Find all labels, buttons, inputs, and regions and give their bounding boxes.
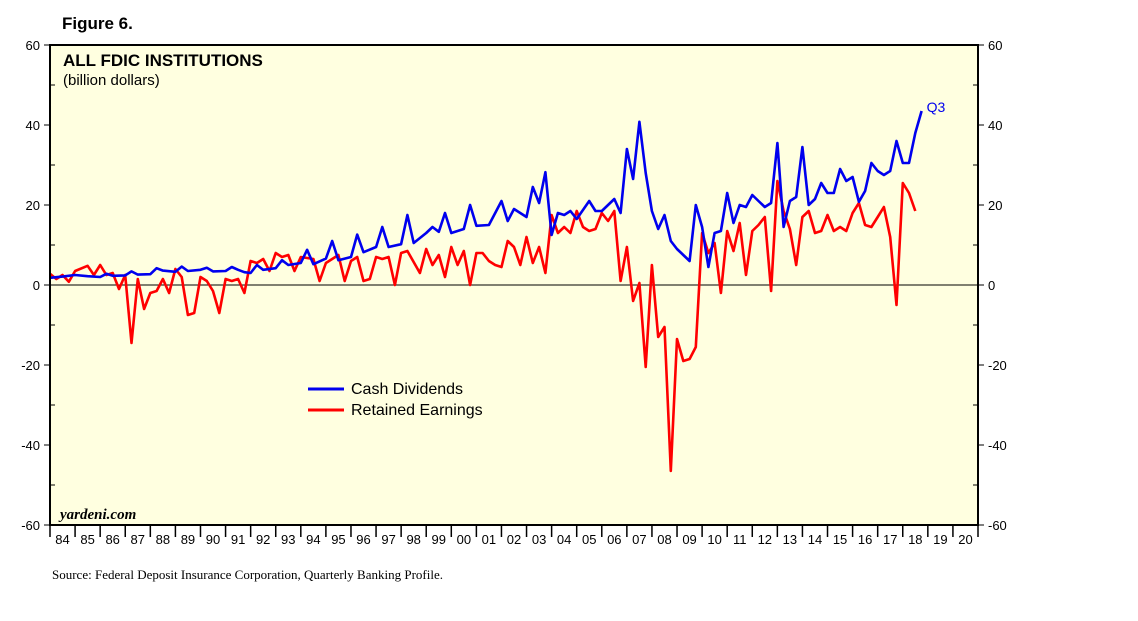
y-tick-label-right: -40 [988, 438, 1007, 453]
x-tick-label: 99 [432, 532, 446, 547]
x-tick-label: 14 [808, 532, 822, 547]
y-tick-label-left: 60 [26, 38, 40, 53]
legend-label-retained-earnings: Retained Earnings [351, 402, 483, 419]
x-tick-label: 18 [908, 532, 922, 547]
y-tick-label-left: 0 [33, 278, 40, 293]
y-tick-label-right: -20 [988, 358, 1007, 373]
y-tick-label-left: 40 [26, 118, 40, 133]
chart-subtitle: (billion dollars) [63, 72, 160, 89]
x-tick-label: 12 [758, 532, 772, 547]
y-tick-label-right: 40 [988, 118, 1002, 133]
x-tick-label: 92 [256, 532, 270, 547]
x-tick-label: 85 [80, 532, 94, 547]
x-tick-label: 97 [381, 532, 395, 547]
series-layer [49, 110, 923, 473]
x-tick-label: 09 [682, 532, 696, 547]
chart-title: ALL FDIC INSTITUTIONS [63, 51, 263, 70]
x-tick-label: 15 [833, 532, 847, 547]
x-tick-label: 87 [131, 532, 145, 547]
y-tick-label-right: 20 [988, 198, 1002, 213]
source-note: Source: Federal Deposit Insurance Corpor… [52, 567, 443, 582]
x-tick-label: 13 [783, 532, 797, 547]
last-point-label: Q3 [927, 99, 946, 115]
x-tick-label: 02 [507, 532, 521, 547]
y-tick-label-right: 0 [988, 278, 995, 293]
y-tick-label-left: 20 [26, 198, 40, 213]
x-tick-label: 03 [532, 532, 546, 547]
watermark: yardeni.com [58, 507, 136, 523]
x-tick-label: 96 [356, 532, 370, 547]
x-tick-label: 91 [231, 532, 245, 547]
x-tick-label: 10 [707, 532, 721, 547]
figure-label: Figure 6. [62, 14, 133, 33]
x-tick-label: 01 [482, 532, 496, 547]
x-tick-label: 04 [557, 532, 571, 547]
x-tick-label: 84 [55, 532, 69, 547]
y-tick-label-right: -60 [988, 518, 1007, 533]
x-tick-label: 94 [306, 532, 320, 547]
y-tick-label-left: -20 [21, 358, 40, 373]
x-tick-label: 88 [156, 532, 170, 547]
y-tick-label-left: -60 [21, 518, 40, 533]
x-tick-label: 17 [883, 532, 897, 547]
series-line-cash-dividends [49, 110, 923, 280]
y-tick-label-right: 60 [988, 38, 1002, 53]
x-tick-label: 07 [632, 532, 646, 547]
x-tick-label: 05 [582, 532, 596, 547]
x-tick-label: 08 [657, 532, 671, 547]
x-tick-label: 90 [206, 532, 220, 547]
x-tick-label: 06 [607, 532, 621, 547]
y-tick-label-left: -40 [21, 438, 40, 453]
x-tick-label: 00 [457, 532, 471, 547]
x-tick-label: 86 [105, 532, 119, 547]
legend-label-cash-dividends: Cash Dividends [351, 381, 463, 398]
x-tick-label: 89 [181, 532, 195, 547]
x-tick-label: 19 [933, 532, 947, 547]
x-tick-label: 93 [281, 532, 295, 547]
series-line-retained-earnings [49, 179, 917, 473]
x-tick-label: 95 [331, 532, 345, 547]
legend: Cash Dividends Retained Earnings [308, 381, 483, 419]
x-tick-label: 20 [958, 532, 972, 547]
x-tick-label: 98 [406, 532, 420, 547]
x-tick-label: 16 [858, 532, 872, 547]
x-tick-label: 11 [733, 532, 747, 547]
